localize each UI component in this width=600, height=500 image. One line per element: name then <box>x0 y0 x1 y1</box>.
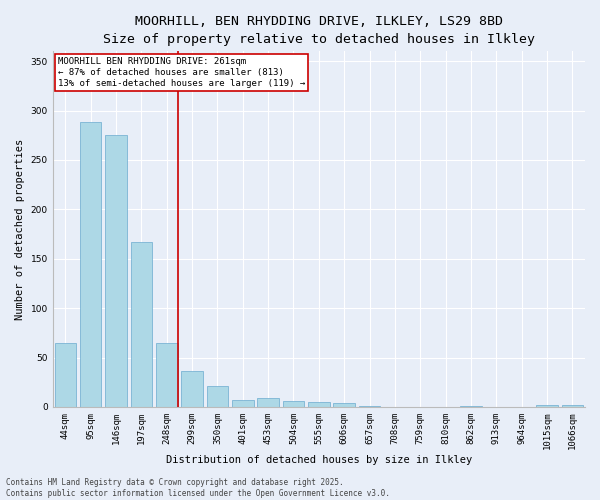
Bar <box>181 372 203 407</box>
Bar <box>206 386 228 407</box>
Bar <box>536 405 558 407</box>
Bar <box>460 406 482 407</box>
Bar <box>232 400 254 407</box>
Title: MOORHILL, BEN RHYDDING DRIVE, ILKLEY, LS29 8BD
Size of property relative to deta: MOORHILL, BEN RHYDDING DRIVE, ILKLEY, LS… <box>103 15 535 46</box>
Bar <box>257 398 279 407</box>
Bar <box>308 402 329 407</box>
Bar <box>562 405 583 407</box>
Y-axis label: Number of detached properties: Number of detached properties <box>15 138 25 320</box>
Text: MOORHILL BEN RHYDDING DRIVE: 261sqm
← 87% of detached houses are smaller (813)
1: MOORHILL BEN RHYDDING DRIVE: 261sqm ← 87… <box>58 56 305 88</box>
X-axis label: Distribution of detached houses by size in Ilkley: Distribution of detached houses by size … <box>166 455 472 465</box>
Bar <box>80 122 101 407</box>
Bar <box>283 401 304 407</box>
Bar <box>55 342 76 407</box>
Text: Contains HM Land Registry data © Crown copyright and database right 2025.
Contai: Contains HM Land Registry data © Crown c… <box>6 478 390 498</box>
Bar <box>131 242 152 407</box>
Bar <box>359 406 380 407</box>
Bar <box>334 403 355 407</box>
Bar <box>105 136 127 407</box>
Bar <box>156 342 178 407</box>
